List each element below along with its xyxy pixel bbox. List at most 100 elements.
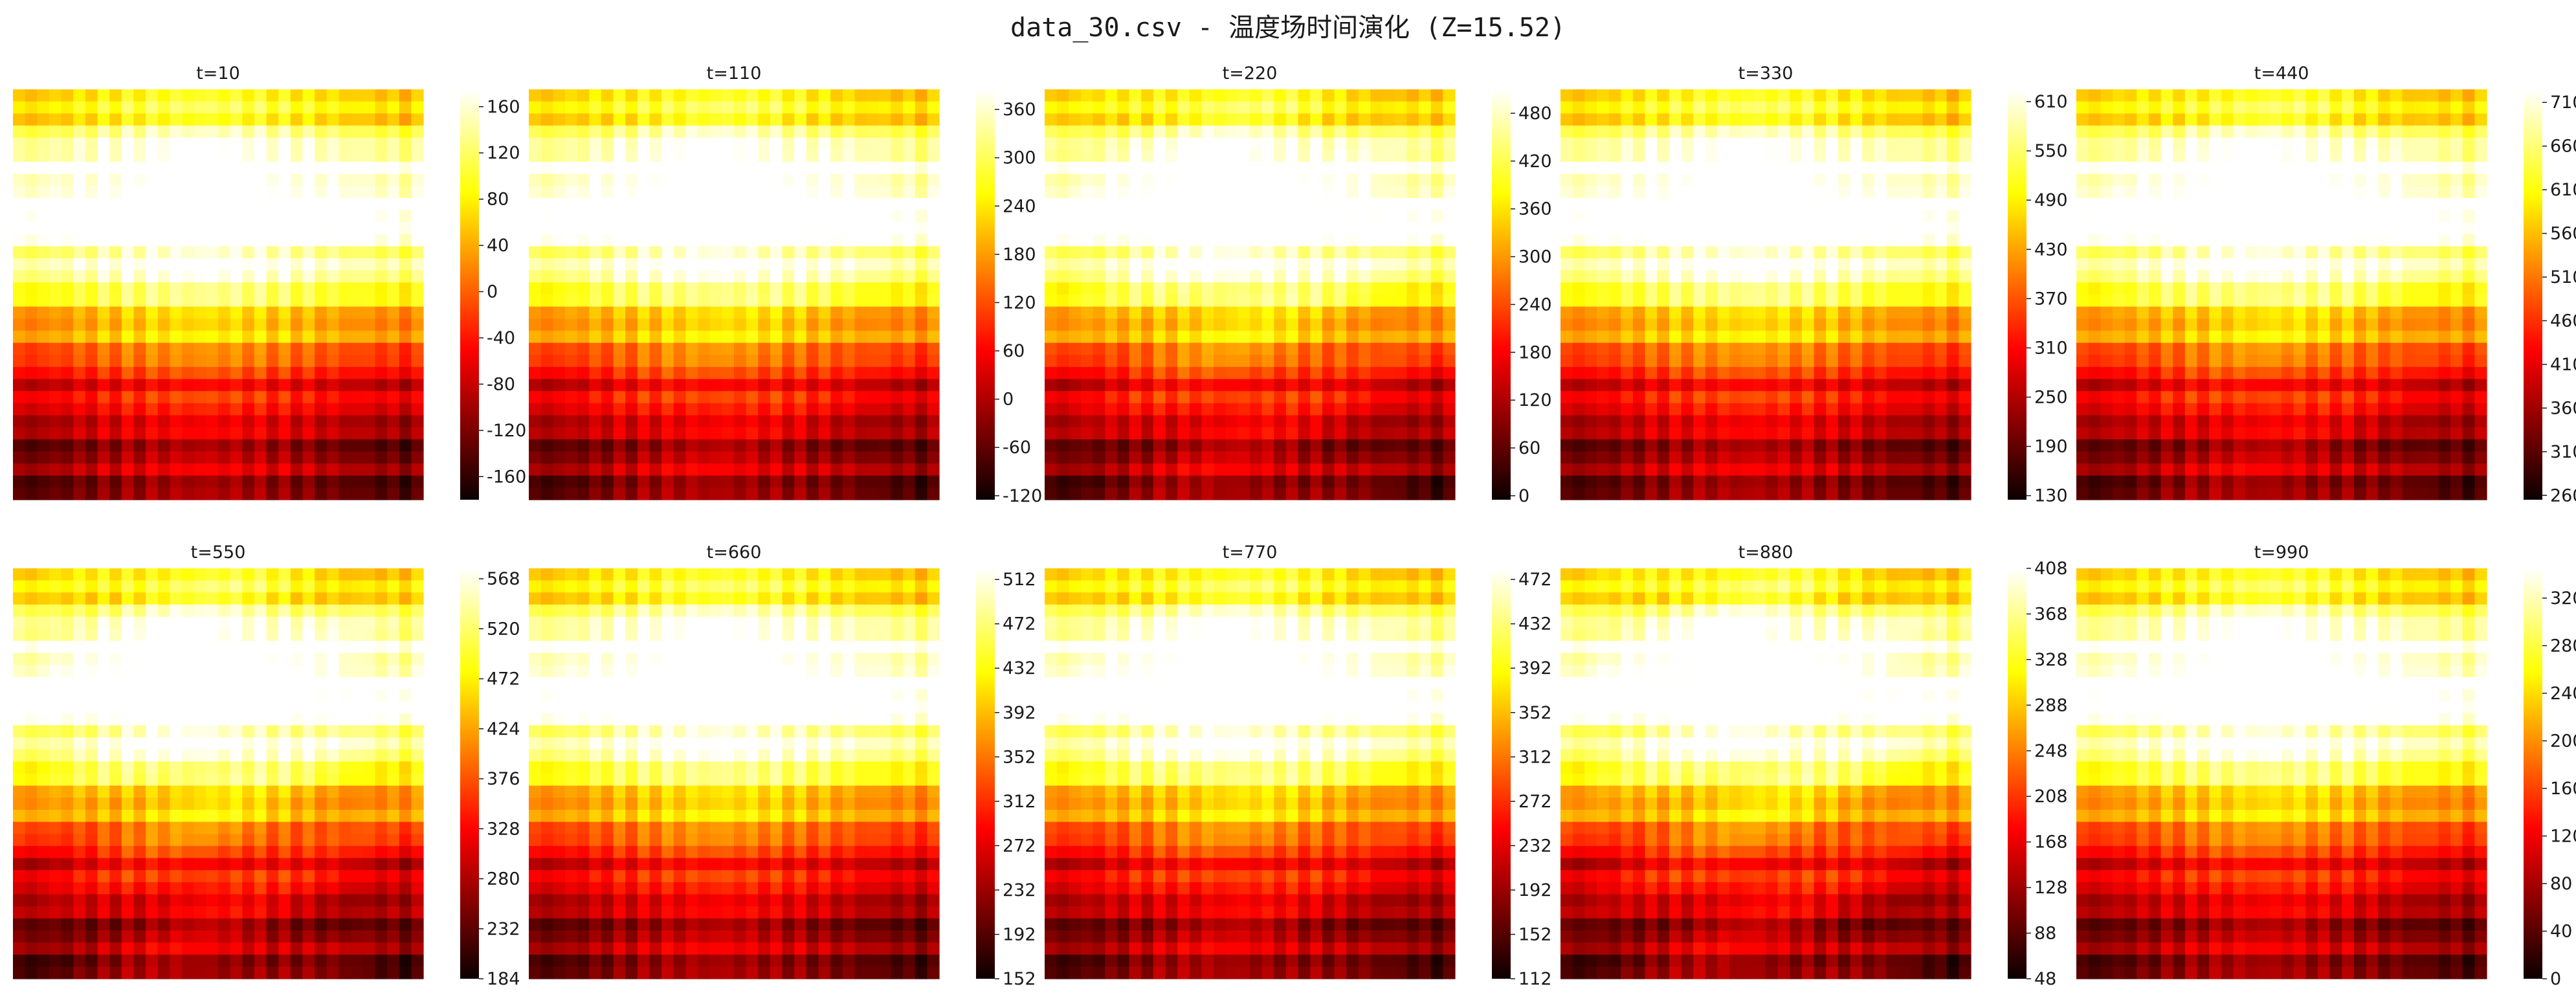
- heatmap-cell: [290, 355, 304, 368]
- heatmap-cell: [734, 415, 747, 428]
- heatmap-cell: [818, 246, 831, 259]
- colorbar-tick-label: 160: [487, 97, 520, 117]
- heatmap-cell: [915, 295, 927, 307]
- heatmap-cell: [1105, 439, 1118, 452]
- colorbar-tick-label: 420: [1518, 151, 1552, 172]
- heatmap-cell: [266, 427, 279, 440]
- heatmap-cell: [722, 439, 735, 452]
- heatmap-cell: [375, 463, 388, 476]
- heatmap-cell: [649, 101, 662, 114]
- heatmap-cell: [1250, 282, 1263, 295]
- heatmap-cell: [1201, 379, 1214, 392]
- heatmap-cell: [722, 282, 735, 295]
- heatmap-cell: [1705, 197, 1718, 211]
- heatmap-cell: [206, 427, 219, 440]
- colorbar-tick-label: 240: [1518, 295, 1552, 315]
- heatmap-cell: [1382, 427, 1395, 440]
- heatmap-cell: [1621, 355, 1634, 368]
- heatmap-cell: [1177, 246, 1190, 259]
- heatmap-cell: [709, 427, 722, 440]
- heatmap-cell: [1298, 427, 1311, 440]
- heatmap-cell: [1201, 487, 1214, 500]
- heatmap-cell: [1717, 295, 1730, 307]
- heatmap-cell: [1862, 451, 1875, 464]
- heatmap-cell: [290, 306, 304, 319]
- heatmap-cell: [758, 379, 771, 392]
- heatmap-cell: [1874, 487, 1887, 500]
- heatmap-cell: [734, 222, 747, 235]
- heatmap-cell: [1310, 451, 1323, 464]
- heatmap-cell: [1608, 439, 1621, 452]
- heatmap-cell: [770, 137, 783, 150]
- heatmap-cell: [49, 427, 62, 440]
- heatmap-cell: [194, 403, 206, 416]
- heatmap-cell: [133, 427, 146, 440]
- heatmap-cell: [1225, 89, 1238, 102]
- heatmap-cell: [1753, 451, 1766, 464]
- heatmap-cell: [218, 487, 231, 500]
- heatmap-cell: [1358, 197, 1371, 211]
- heatmap-cell: [734, 234, 747, 247]
- heatmap-cell: [782, 366, 795, 380]
- heatmap-cell: [1322, 487, 1335, 500]
- heatmap-cell: [302, 234, 315, 247]
- heatmap-cell: [1801, 210, 1815, 223]
- heatmap-cell: [1669, 306, 1682, 319]
- heatmap-cell: [842, 258, 856, 271]
- heatmap-cell: [854, 355, 867, 368]
- heatmap-cell: [709, 391, 722, 404]
- heatmap-cell: [722, 295, 735, 307]
- heatmap-cell: [242, 475, 255, 488]
- heatmap-cell: [1681, 282, 1694, 295]
- heatmap-cell: [818, 173, 831, 186]
- heatmap-cell: [290, 186, 304, 199]
- heatmap-cell: [351, 463, 364, 476]
- heatmap-cell: [121, 318, 135, 331]
- heatmap-cell: [1681, 222, 1694, 235]
- heatmap-cell: [387, 186, 400, 199]
- heatmap-cell: [1741, 186, 1754, 199]
- heatmap-cell: [1935, 366, 1948, 380]
- heatmap-cell: [1681, 427, 1694, 440]
- heatmap-cell: [637, 355, 650, 368]
- heatmap-cell: [1406, 101, 1419, 114]
- heatmap-cell: [1596, 270, 1610, 283]
- heatmap-cell: [637, 427, 650, 440]
- heatmap-cell: [146, 403, 159, 416]
- heatmap-cell: [1189, 366, 1203, 380]
- heatmap-cell: [722, 113, 735, 126]
- heatmap-cell: [734, 391, 747, 404]
- heatmap-cell: [315, 270, 328, 283]
- heatmap-cell: [601, 150, 614, 162]
- heatmap-cell: [1406, 137, 1419, 150]
- heatmap-cell: [1741, 234, 1754, 247]
- heatmap-cell: [709, 246, 722, 259]
- heatmap-cell: [806, 113, 819, 126]
- heatmap-cell: [709, 137, 722, 150]
- heatmap-cell: [1959, 463, 1971, 476]
- heatmap-cell: [1358, 89, 1371, 102]
- heatmap-cell: [613, 415, 626, 428]
- heatmap-cell: [1681, 439, 1694, 452]
- heatmap-cell: [206, 355, 219, 368]
- heatmap-cell: [1801, 161, 1815, 175]
- heatmap-cell: [1430, 295, 1443, 307]
- heatmap-cell: [1250, 318, 1263, 331]
- heatmap-cell: [1777, 330, 1790, 344]
- heatmap-cell: [1177, 137, 1190, 150]
- heatmap-cell: [1862, 113, 1875, 126]
- heatmap-cell: [915, 197, 927, 211]
- heatmap-cell: [1922, 186, 1935, 199]
- heatmap-cell: [1560, 427, 1573, 440]
- heatmap-cell: [1753, 403, 1766, 416]
- heatmap-cell: [1621, 210, 1634, 223]
- heatmap-cell: [1250, 173, 1263, 186]
- heatmap-cell: [182, 487, 195, 500]
- heatmap-cell: [746, 186, 759, 199]
- heatmap-cell: [1801, 330, 1815, 344]
- heatmap-cell: [1766, 173, 1779, 186]
- heatmap-cell: [1681, 125, 1694, 139]
- heatmap-cell: [782, 415, 795, 428]
- heatmap-cell: [362, 379, 376, 392]
- heatmap-cell: [133, 186, 146, 199]
